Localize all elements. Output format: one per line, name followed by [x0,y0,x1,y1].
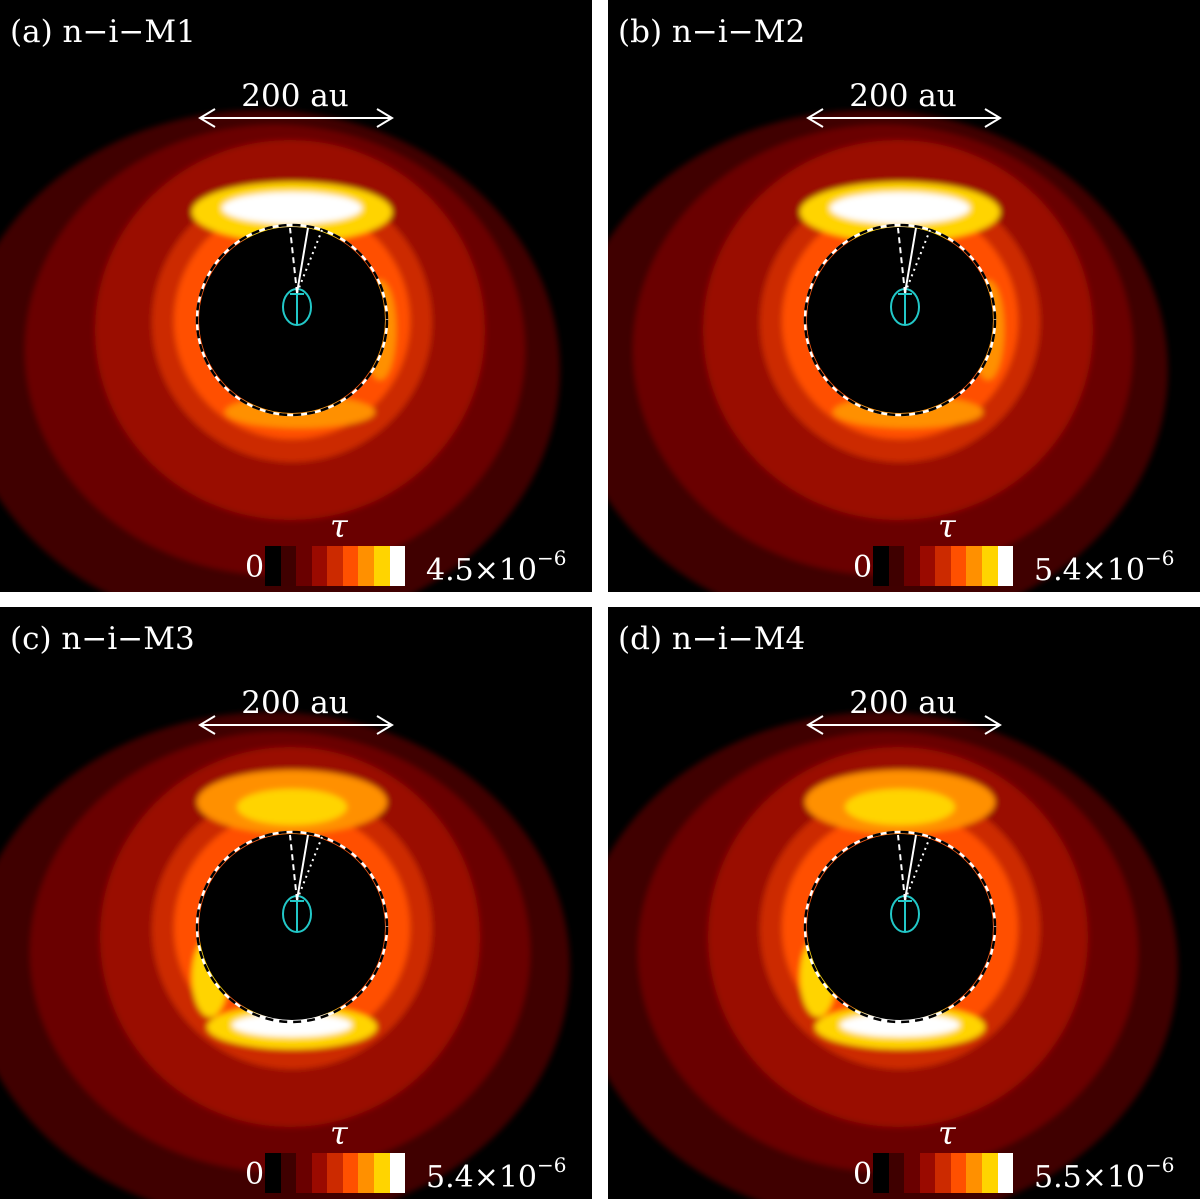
colorbar-swatch [950,1153,967,1193]
colorbar-swatch [358,546,374,586]
colorbar-min-label: 0 [245,550,265,585]
colorbar-swatch [919,546,936,586]
colorbar-min-label: 0 [245,1157,265,1192]
scale-bar-arrow [806,108,1002,128]
scale-bar-arrow [806,715,1002,735]
direction-lines [289,834,323,901]
colorbar [873,1153,1014,1193]
colorbar-swatch [296,546,312,586]
colorbar-swatch [311,1153,328,1193]
inner-cavity [807,227,993,413]
scale-bar-label: 200 au [849,78,957,114]
planet-orbit-dashed [803,830,997,1024]
colorbar-max-label: 5.4×10−6 [426,1153,567,1195]
inner-cavity [807,834,993,1020]
colorbar-swatch [997,546,1014,586]
colorbar-swatch [935,546,951,586]
scale-bar-arrow [198,715,394,735]
scale-bar-label: 200 au [241,685,349,721]
panel-b: (b) n−i−M2 200 au τ 0 5.4×10−6 [608,0,1200,592]
colorbar-swatch [966,546,982,586]
colorbar [265,546,406,586]
colorbar-swatch [358,1153,374,1193]
colorbar-swatch [966,1153,982,1193]
scale-bar-arrow [198,108,394,128]
colorbar-label: τ [330,507,348,545]
colorbar-swatch [873,546,889,586]
colorbar-swatch [888,1153,905,1193]
colorbar-swatch [389,1153,406,1193]
colorbar-label: τ [938,507,956,545]
panel-title: (b) n−i−M2 [618,14,806,50]
colorbar [265,1153,406,1193]
panel-title: (d) n−i−M4 [618,621,806,657]
inner-cavity [199,834,385,1020]
colorbar-swatch [919,1153,936,1193]
colorbar-swatch [265,546,281,586]
planet-orbit-dashed [803,223,997,417]
direction-lines [897,227,931,294]
colorbar-swatch [981,1153,998,1193]
disk-image [608,108,1168,592]
panel-c: (c) n−i−M3 200 au τ 0 5.4×10−6 [0,607,592,1199]
colorbar-swatch [327,546,343,586]
inner-cavity [199,227,385,413]
colorbar-max-label: 4.5×10−6 [426,546,567,588]
colorbar-swatch [997,1153,1014,1193]
colorbar-label: τ [330,1114,348,1152]
colorbar-swatch [373,1153,390,1193]
colorbar-swatch [327,1153,343,1193]
colorbar-swatch [873,1153,889,1193]
panel-a: (a) n−i−M1 200 au τ 0 4.5×10−6 [0,0,592,592]
colorbar-swatch [389,546,406,586]
planet-orbit-dashed [195,830,389,1024]
colorbar [873,546,1014,586]
colorbar-swatch [373,546,390,586]
scale-bar-label: 200 au [241,78,349,114]
colorbar-min-label: 0 [853,1157,873,1192]
colorbar-swatch [342,546,359,586]
colorbar-swatch [888,546,905,586]
disk-image [0,712,570,1199]
colorbar-swatch [342,1153,359,1193]
planet-orbit-dashed [195,223,389,417]
colorbar-swatch [935,1153,951,1193]
direction-lines [289,227,323,294]
colorbar-swatch [950,546,967,586]
colorbar-swatch [280,1153,297,1193]
colorbar-label: τ [938,1114,956,1152]
panel-d: (d) n−i−M4 200 au τ 0 5.5×10−6 [608,607,1200,1199]
colorbar-min-label: 0 [853,550,873,585]
disk-image [0,108,560,592]
disk-image [608,712,1178,1199]
colorbar-swatch [280,546,297,586]
colorbar-swatch [904,1153,920,1193]
colorbar-max-label: 5.5×10−6 [1034,1153,1175,1195]
colorbar-max-label: 5.4×10−6 [1034,546,1175,588]
colorbar-swatch [311,546,328,586]
colorbar-swatch [296,1153,312,1193]
colorbar-swatch [981,546,998,586]
panel-title: (c) n−i−M3 [10,621,195,657]
scale-bar-label: 200 au [849,685,957,721]
colorbar-swatch [904,546,920,586]
panel-title: (a) n−i−M1 [10,14,196,50]
colorbar-swatch [265,1153,281,1193]
bright-arc [192,770,387,1049]
direction-lines [897,834,931,901]
